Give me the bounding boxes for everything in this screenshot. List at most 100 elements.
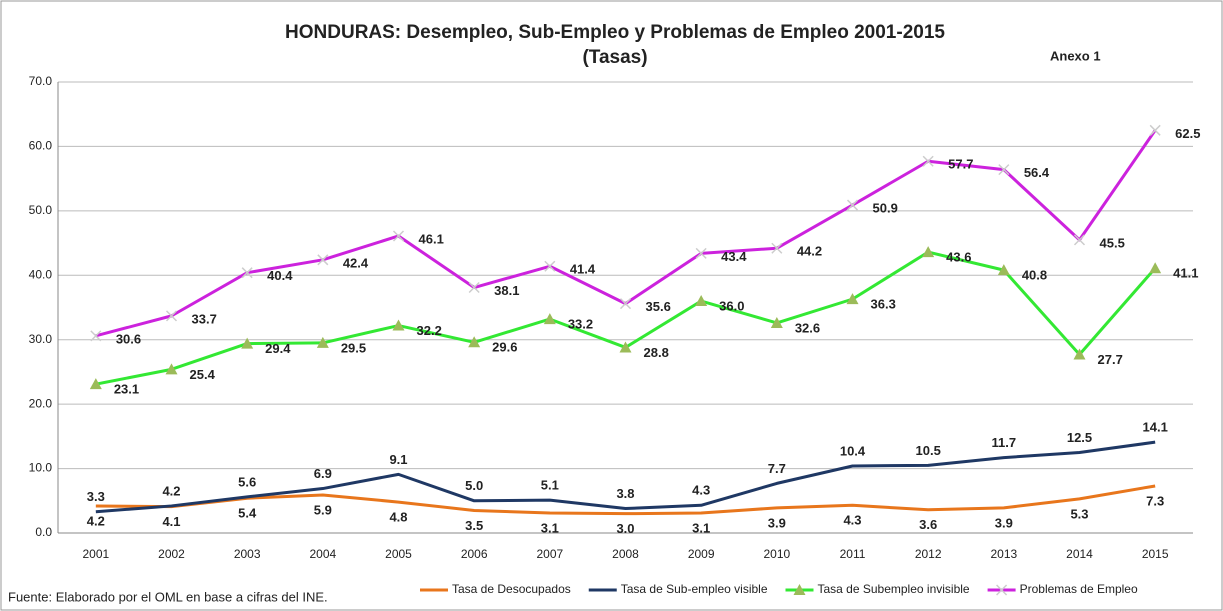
marker xyxy=(998,164,1010,176)
data-label: 3.1 xyxy=(692,520,710,535)
data-label: 33.7 xyxy=(192,311,217,326)
data-label: 50.9 xyxy=(873,200,898,215)
marker xyxy=(90,330,102,342)
data-label: 3.9 xyxy=(768,515,786,530)
marker xyxy=(241,267,253,279)
x-tick-label: 2003 xyxy=(234,547,261,561)
data-label: 7.7 xyxy=(768,461,786,476)
data-label: 7.3 xyxy=(1146,493,1164,508)
data-label: 4.3 xyxy=(692,483,710,498)
x-tick-label: 2010 xyxy=(763,547,790,561)
marker xyxy=(846,293,859,305)
data-label: 38.1 xyxy=(494,283,519,298)
chart-subtitle: (Tasas) xyxy=(582,47,647,68)
data-label: 14.1 xyxy=(1143,420,1168,435)
marker xyxy=(619,341,632,353)
data-label: 3.6 xyxy=(919,517,937,532)
marker xyxy=(165,363,178,375)
data-label: 29.4 xyxy=(265,341,291,356)
data-label: 3.0 xyxy=(616,521,634,536)
series-line xyxy=(95,440,1156,514)
marker xyxy=(846,199,859,211)
x-tick-label: 2008 xyxy=(612,547,639,561)
data-label: 3.3 xyxy=(87,489,105,504)
data-label: 9.1 xyxy=(389,452,407,467)
data-label: 30.6 xyxy=(116,331,141,346)
data-label: 5.4 xyxy=(238,506,257,521)
data-label: 12.5 xyxy=(1067,430,1092,445)
x-tick-label: 2002 xyxy=(158,547,185,561)
marker xyxy=(468,336,481,348)
data-label: 28.8 xyxy=(644,345,669,360)
x-tick-label: 2012 xyxy=(915,547,942,561)
data-label: 5.0 xyxy=(465,478,483,493)
x-tick-label: 2004 xyxy=(309,547,336,561)
x-tick-label: 2013 xyxy=(990,547,1017,561)
y-tick-label: 50.0 xyxy=(29,203,53,217)
data-label: 3.9 xyxy=(995,515,1013,530)
marker xyxy=(1073,348,1086,360)
data-label: 41.1 xyxy=(1173,266,1198,281)
data-label: 40.8 xyxy=(1022,268,1047,283)
marker xyxy=(1073,234,1086,246)
data-label: 36.0 xyxy=(719,298,744,313)
x-tick-label: 2006 xyxy=(461,547,488,561)
x-tick-label: 2015 xyxy=(1142,547,1169,561)
data-label: 41.4 xyxy=(570,262,596,277)
marker xyxy=(770,316,783,328)
marker xyxy=(165,310,178,322)
marker xyxy=(997,264,1010,276)
x-tick-label: 2009 xyxy=(688,547,715,561)
marker xyxy=(695,295,708,307)
y-tick-label: 40.0 xyxy=(29,267,53,281)
data-label: 62.5 xyxy=(1175,126,1200,141)
data-label: 4.2 xyxy=(162,483,180,498)
marker xyxy=(317,254,329,266)
marker xyxy=(1149,124,1161,136)
marker xyxy=(316,336,329,348)
marker xyxy=(771,242,783,254)
marker xyxy=(619,298,632,310)
data-label: 42.4 xyxy=(343,255,369,270)
data-label: 23.1 xyxy=(114,382,139,397)
x-tick-label: 2007 xyxy=(536,547,563,561)
source-note: Fuente: Elaborado por el OML en base a c… xyxy=(8,589,328,604)
marker xyxy=(241,337,254,349)
data-label: 4.1 xyxy=(162,514,180,529)
series-line xyxy=(95,484,1156,516)
legend-label: Problemas de Empleo xyxy=(1020,582,1138,596)
y-tick-label: 20.0 xyxy=(29,396,53,410)
data-label: 57.7 xyxy=(948,157,973,172)
data-label: 10.4 xyxy=(840,443,866,458)
marker xyxy=(89,378,102,390)
data-label: 11.7 xyxy=(992,435,1017,450)
marker xyxy=(468,281,480,294)
data-label: 56.4 xyxy=(1024,165,1050,180)
data-label: 29.5 xyxy=(341,340,366,355)
marker xyxy=(922,155,934,167)
data-label: 33.2 xyxy=(568,317,593,332)
marker xyxy=(793,584,806,595)
data-label: 3.5 xyxy=(465,518,483,533)
marker xyxy=(392,230,405,242)
data-label: 3.8 xyxy=(616,486,634,501)
data-label: 43.4 xyxy=(721,249,747,264)
legend-label: Tasa de Sub-empleo visible xyxy=(621,582,768,596)
marker xyxy=(1149,262,1162,274)
marker xyxy=(996,584,1008,596)
data-label: 32.2 xyxy=(417,323,442,338)
data-label: 6.9 xyxy=(314,466,332,481)
data-label: 36.3 xyxy=(871,297,896,312)
data-label: 5.6 xyxy=(238,474,256,489)
data-label: 4.8 xyxy=(389,510,407,525)
marker xyxy=(543,313,556,325)
data-label: 3.1 xyxy=(541,520,559,535)
data-label: 32.6 xyxy=(795,320,820,335)
data-label: 45.5 xyxy=(1100,235,1125,250)
data-label: 44.2 xyxy=(797,244,822,259)
y-tick-label: 30.0 xyxy=(29,332,53,346)
data-label: 43.6 xyxy=(946,250,971,265)
data-label: 5.3 xyxy=(1070,506,1088,521)
x-tick-label: 2011 xyxy=(840,547,866,561)
